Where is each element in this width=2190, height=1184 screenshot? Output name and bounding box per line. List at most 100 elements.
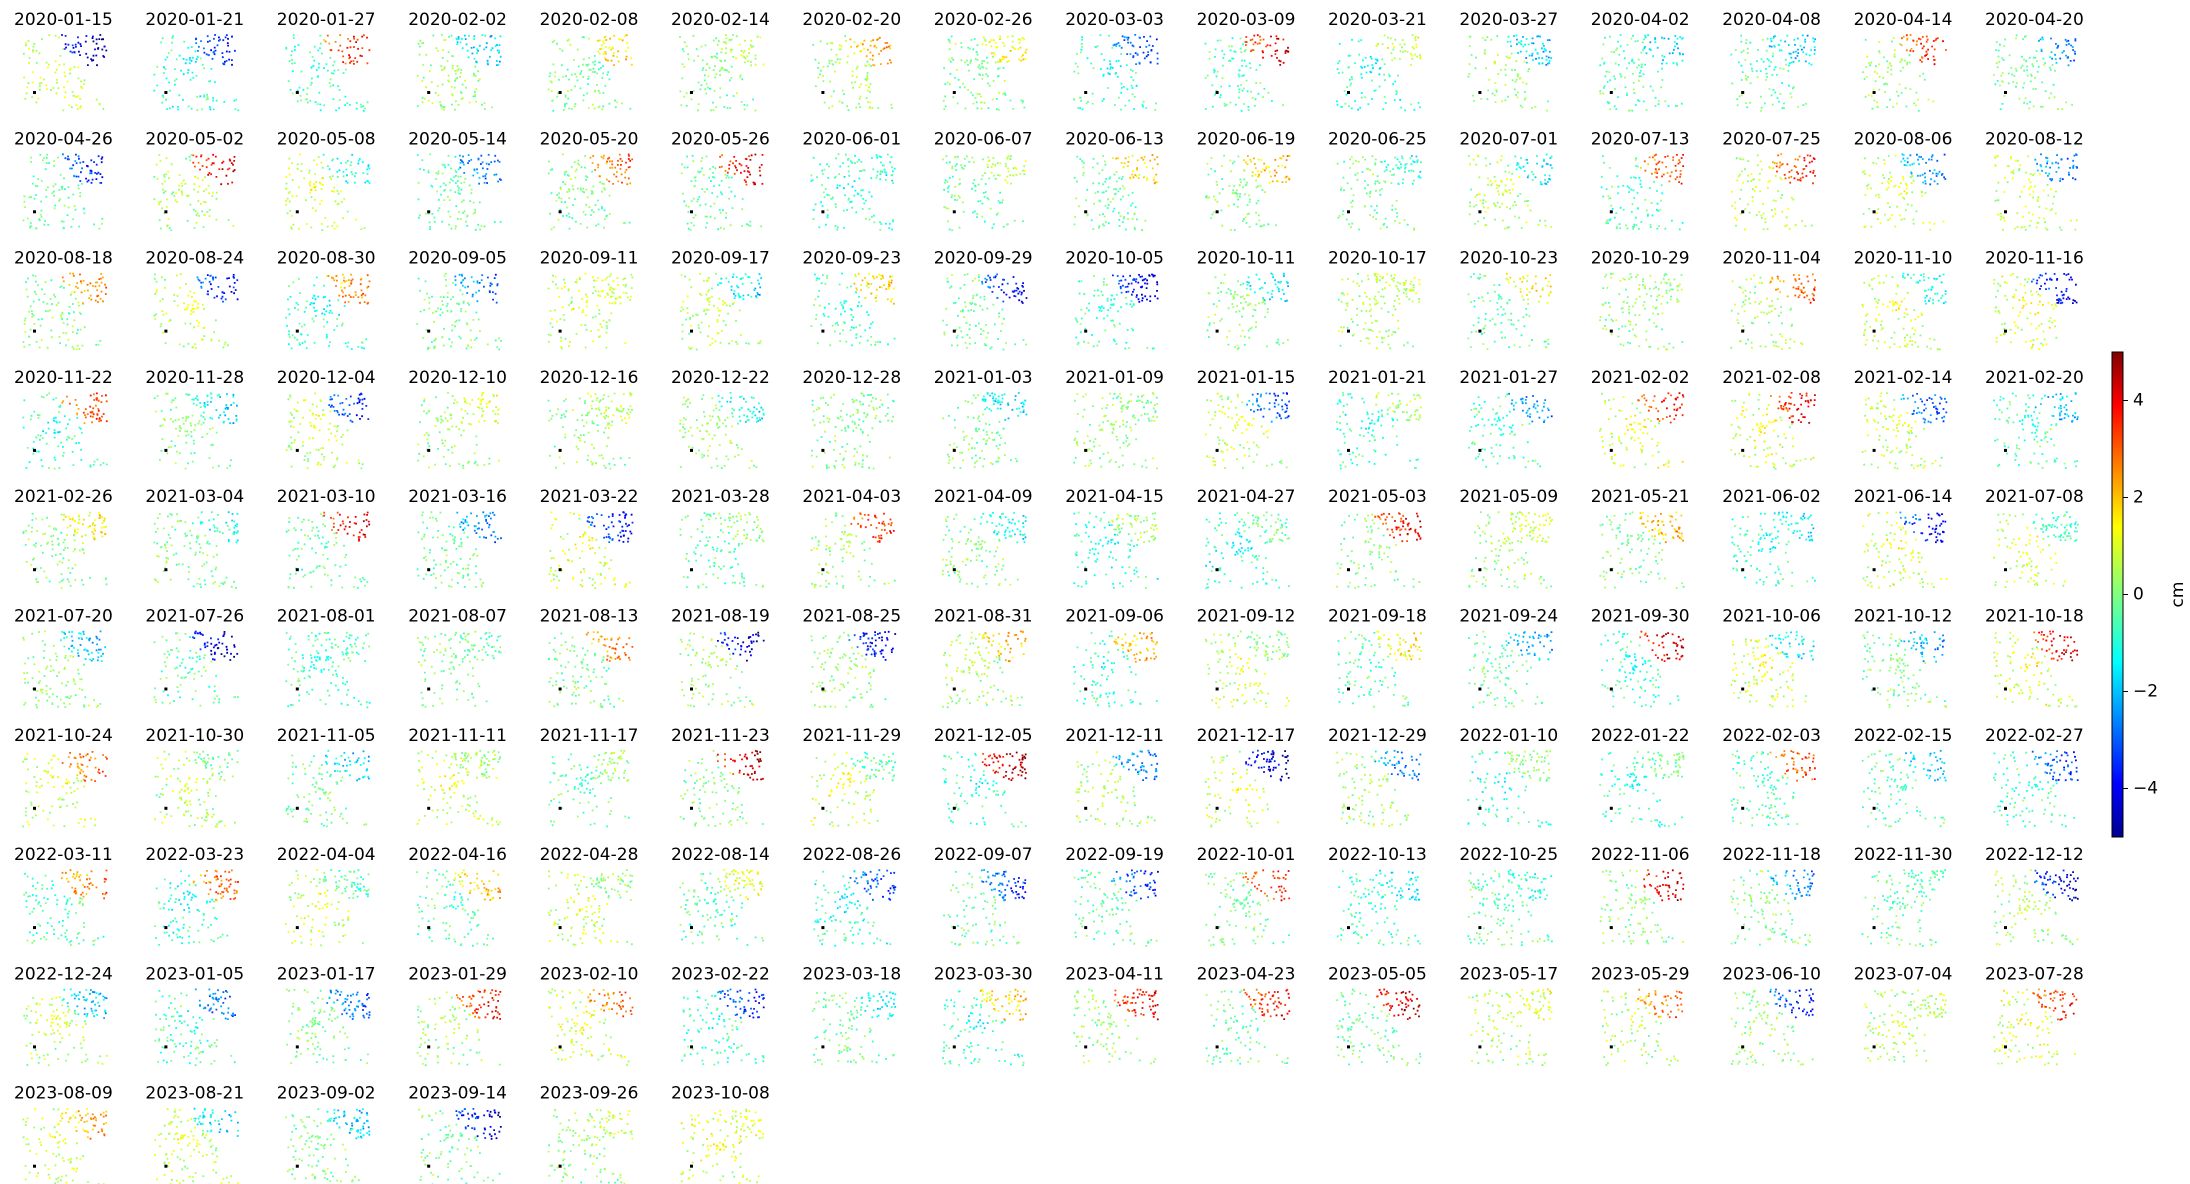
reference-point (1872, 210, 1876, 214)
map-points (204, 991, 225, 1012)
map-points (942, 997, 1024, 1066)
map-points (2040, 392, 2079, 422)
map-points (860, 992, 897, 1019)
map-thumbnail (1467, 272, 1552, 350)
map-points (706, 513, 737, 585)
panel-title: 2020-02-26 (934, 10, 1033, 30)
colorbar-tick-label: 4 (2133, 391, 2144, 411)
reference-point (1872, 448, 1876, 452)
map-points (326, 275, 343, 289)
map-points (420, 631, 502, 708)
reference-point (1741, 568, 1745, 572)
map-points (813, 772, 852, 819)
map-points (1336, 992, 1403, 1060)
map-points (719, 631, 737, 651)
map-points (1074, 511, 1138, 589)
map-points (811, 393, 882, 468)
reference-point (295, 926, 299, 930)
map-points (1864, 869, 1944, 945)
map-points (1390, 871, 1420, 901)
reference-point (1872, 806, 1876, 810)
panel-title: 2021-02-14 (1854, 368, 1953, 388)
map-thumbnail (547, 869, 634, 946)
map-thumbnail (942, 988, 1027, 1066)
map-points (1994, 513, 2072, 587)
map-points (1078, 292, 1135, 350)
map-points (64, 630, 104, 662)
map-points (287, 632, 369, 709)
map-points (155, 157, 235, 227)
map-points (61, 400, 86, 424)
reference-point (33, 568, 36, 572)
map-points (1637, 988, 1678, 1016)
map-points (418, 759, 501, 827)
map-thumbnail (1336, 869, 1421, 946)
map-points (195, 34, 236, 61)
map-points (1338, 637, 1409, 707)
map-points (2045, 630, 2068, 662)
map-thumbnail (1600, 153, 1685, 231)
map-thumbnail (1205, 988, 1291, 1065)
map-points (1376, 988, 1387, 1007)
map-points (1993, 279, 2057, 348)
map-points (1640, 630, 1666, 657)
map-points (1136, 273, 1159, 302)
map-thumbnail (416, 153, 502, 231)
map-points (160, 276, 227, 349)
map-thumbnail (1861, 869, 1947, 947)
map-points (1469, 750, 1551, 824)
map-thumbnail (417, 391, 500, 469)
map-points (163, 401, 229, 470)
map-points (1473, 630, 1528, 708)
map-points (85, 156, 104, 184)
map-points (328, 42, 331, 45)
map-points (1272, 991, 1281, 1017)
map-points (285, 34, 369, 108)
map-points (2062, 293, 2078, 304)
panel-title: 2021-03-04 (145, 487, 244, 507)
panel-title: 2020-07-13 (1591, 129, 1690, 149)
panel-title: 2022-02-27 (1985, 726, 2084, 746)
reference-point (1478, 687, 1482, 691)
panel-title: 2022-04-28 (540, 845, 639, 865)
map-points (420, 637, 447, 667)
colorbar-tick-label: 0 (2133, 585, 2144, 605)
panel-title: 2022-11-18 (1722, 845, 1821, 865)
map-points (728, 871, 762, 901)
map-points (1626, 34, 1684, 107)
map-points (1468, 634, 1544, 708)
map-points (890, 281, 893, 284)
map-points (1599, 752, 1681, 828)
map-points (1125, 869, 1153, 900)
map-points (1865, 51, 1921, 108)
map-points (1809, 288, 1815, 304)
map-points (1661, 632, 1685, 660)
panel-title: 2020-11-28 (145, 368, 244, 388)
map-points (620, 513, 633, 543)
map-points (1336, 751, 1398, 826)
panel-title: 2020-05-20 (540, 129, 639, 149)
map-points (1249, 998, 1257, 1008)
map-points (72, 41, 106, 66)
map-points (1139, 527, 1158, 539)
map-points (945, 631, 1019, 705)
map-points (194, 988, 230, 1020)
reference-point (1872, 1045, 1876, 1049)
map-thumbnail (1073, 869, 1159, 947)
map-points (194, 392, 235, 420)
map-points (494, 273, 497, 276)
panel-title: 2020-10-29 (1591, 249, 1690, 269)
map-points (548, 1140, 617, 1184)
reference-point (164, 210, 168, 214)
map-points (1995, 35, 2073, 108)
panel-title: 2023-02-22 (671, 964, 770, 984)
map-points (2044, 750, 2073, 782)
panel-title: 2022-09-19 (1065, 845, 1164, 865)
map-points (1340, 513, 1415, 588)
map-points (1994, 637, 2077, 708)
map-points (459, 154, 502, 181)
map-thumbnail (547, 631, 634, 708)
reference-point (33, 210, 36, 214)
map-points (836, 174, 894, 190)
map-points (942, 35, 1014, 110)
